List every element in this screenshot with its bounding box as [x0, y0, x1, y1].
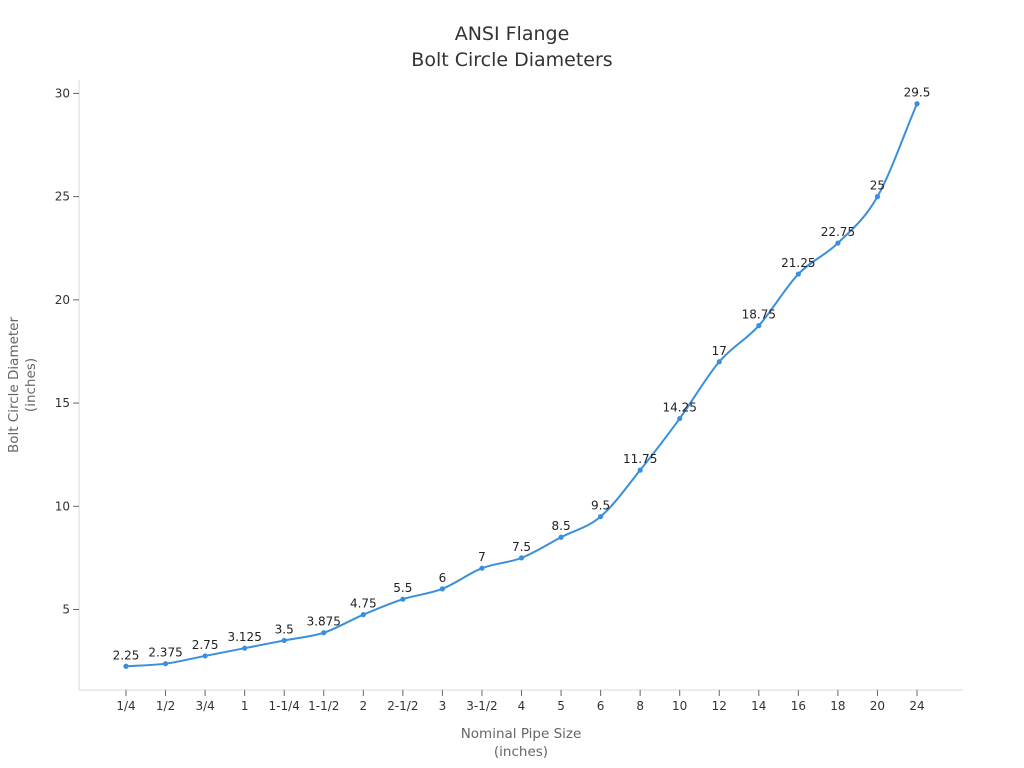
x-axis-title-line-2: (inches) [494, 744, 548, 760]
y-tick-label: 10 [55, 499, 70, 513]
data-point [479, 565, 485, 571]
x-tick-label: 1-1/4 [269, 699, 300, 713]
data-point [835, 240, 841, 246]
x-tick-label: 6 [597, 699, 605, 713]
data-label: 25 [870, 179, 885, 193]
data-point [123, 663, 129, 669]
data-point [202, 653, 208, 659]
data-point [716, 359, 722, 365]
x-tick-label: 1 [241, 699, 249, 713]
data-point [321, 630, 327, 636]
series-line [125, 103, 918, 668]
data-label: 7 [478, 550, 486, 564]
x-axis-title: Nominal Pipe Size (inches) [461, 726, 582, 760]
y-tick-label: 15 [55, 396, 70, 410]
data-label: 11.75 [623, 452, 657, 466]
data-point [281, 637, 287, 644]
data-label: 29.5 [904, 86, 931, 100]
data-label: 2.375 [148, 646, 182, 660]
data-point [677, 415, 683, 422]
x-tick-label: 20 [870, 699, 885, 713]
y-tick-label: 30 [55, 86, 70, 100]
x-tick-label: 4 [518, 699, 526, 713]
data-label: 9.5 [591, 499, 610, 513]
data-point [360, 612, 366, 618]
data-label: 3.5 [275, 622, 294, 636]
y-axis-title: Bolt Circle Diameter (inches) [6, 317, 39, 454]
data-label: 4.75 [350, 597, 377, 611]
axes [78, 80, 963, 691]
x-tick-label: 1-1/2 [308, 699, 339, 713]
data-label: 7.5 [512, 540, 531, 554]
x-tick-label: 18 [830, 699, 845, 713]
x-tick-label: 5 [557, 699, 565, 713]
x-tick-label: 3 [439, 699, 447, 713]
x-tick-label: 2 [359, 699, 367, 713]
data-label: 22.75 [821, 225, 855, 239]
x-tick-label: 8 [636, 699, 644, 713]
data-label: 21.25 [781, 256, 815, 270]
y-axis-title-line-1: Bolt Circle Diameter [6, 317, 22, 454]
data-point [439, 586, 445, 592]
data-label: 2.25 [113, 648, 140, 662]
data-point [558, 534, 564, 540]
y-tick-label: 25 [55, 190, 70, 204]
x-tick-label: 1/2 [156, 699, 175, 713]
y-axis-title-line-2: (inches) [23, 358, 39, 412]
x-tick-label: 10 [672, 699, 687, 713]
data-point [795, 271, 801, 277]
data-label: 8.5 [552, 519, 571, 533]
chart-title-line-2: Bolt Circle Diameters [411, 49, 612, 71]
x-axis-title-line-1: Nominal Pipe Size [461, 726, 582, 742]
data-point [400, 596, 406, 602]
x-tick-label: 2-1/2 [387, 699, 418, 713]
data-label: 5.5 [393, 581, 412, 595]
data-label: 6 [439, 571, 447, 585]
data-label: 14.25 [663, 401, 697, 415]
data-point [637, 467, 643, 473]
y-ticks: 5 10 15 20 25 30 [55, 86, 79, 616]
x-tick-label: 14 [751, 699, 766, 713]
x-tick-label: 1/4 [116, 699, 135, 713]
x-ticks: 1/4 1/2 3/4 1 1-1/4 1-1/2 2 2-1/2 3 3-1/2 4 5 6 8 10 12… [116, 690, 925, 713]
data-point [874, 194, 881, 200]
data-label: 17 [712, 344, 727, 358]
data-labels: 2.25 2.375 2.75 3.125 3.5 3.875 4.75 5.5 6 7 7.5 8.… [113, 86, 931, 663]
data-point [162, 661, 169, 667]
data-label: 3.875 [307, 615, 341, 629]
data-label: 3.125 [227, 630, 261, 644]
data-label: 2.75 [192, 638, 219, 652]
y-tick-label: 20 [55, 293, 70, 307]
chart-title-line-1: ANSI Flange [455, 23, 570, 45]
series [123, 101, 920, 669]
x-tick-label: 12 [712, 699, 727, 713]
data-point [518, 555, 525, 561]
data-point [242, 645, 248, 651]
x-tick-label: 3/4 [195, 699, 214, 713]
data-point [598, 513, 604, 520]
x-tick-label: 24 [909, 699, 924, 713]
data-point [914, 101, 920, 107]
data-point [756, 323, 762, 329]
x-tick-label: 3-1/2 [466, 699, 497, 713]
x-tick-label: 16 [791, 699, 806, 713]
y-tick-label: 5 [62, 602, 70, 616]
data-label: 18.75 [742, 308, 776, 322]
chart-title: ANSI Flange Bolt Circle Diameters [411, 23, 612, 71]
